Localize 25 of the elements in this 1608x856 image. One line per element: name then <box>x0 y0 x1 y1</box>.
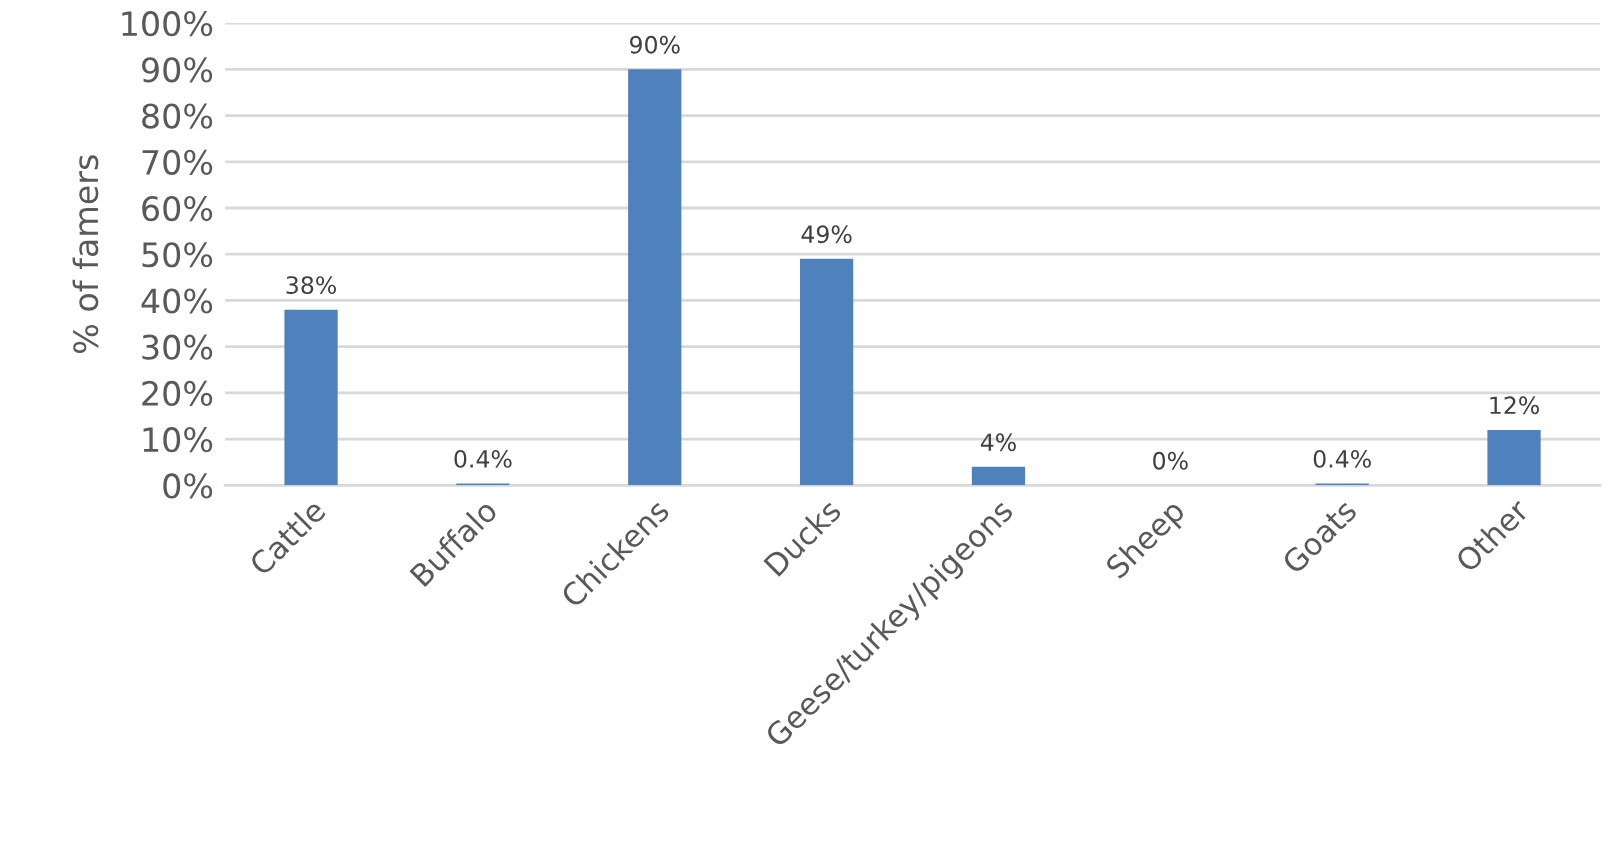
y-tick-label: 30% <box>142 334 213 360</box>
bar <box>1487 429 1541 486</box>
data-label: 38% <box>286 276 336 295</box>
bar <box>628 69 682 486</box>
y-tick-label: 80% <box>142 103 213 129</box>
bar <box>971 466 1026 486</box>
bar <box>799 258 854 486</box>
y-tick-label: 10% <box>143 427 213 453</box>
bar <box>284 309 338 486</box>
data-label: 4% <box>980 433 1016 452</box>
data-label: 90% <box>630 35 680 54</box>
y-tick-label: 100% <box>122 11 213 37</box>
y-tick-label: 50% <box>142 242 213 268</box>
y-tick-label: 90% <box>142 57 213 83</box>
y-tick-label: 70% <box>142 149 213 175</box>
y-tick-label: 60% <box>142 195 213 222</box>
y-axis-title: % of famers <box>72 155 99 353</box>
data-label: 0.4% <box>1313 449 1371 468</box>
y-tick-label: 40% <box>141 288 213 314</box>
data-label: 0.4% <box>454 449 512 468</box>
data-label: 0% <box>1153 451 1188 470</box>
data-label: 49% <box>801 225 852 244</box>
data-label: 12% <box>1490 396 1539 415</box>
y-tick-label: 0% <box>163 473 213 499</box>
y-tick-label: 20% <box>142 380 213 407</box>
